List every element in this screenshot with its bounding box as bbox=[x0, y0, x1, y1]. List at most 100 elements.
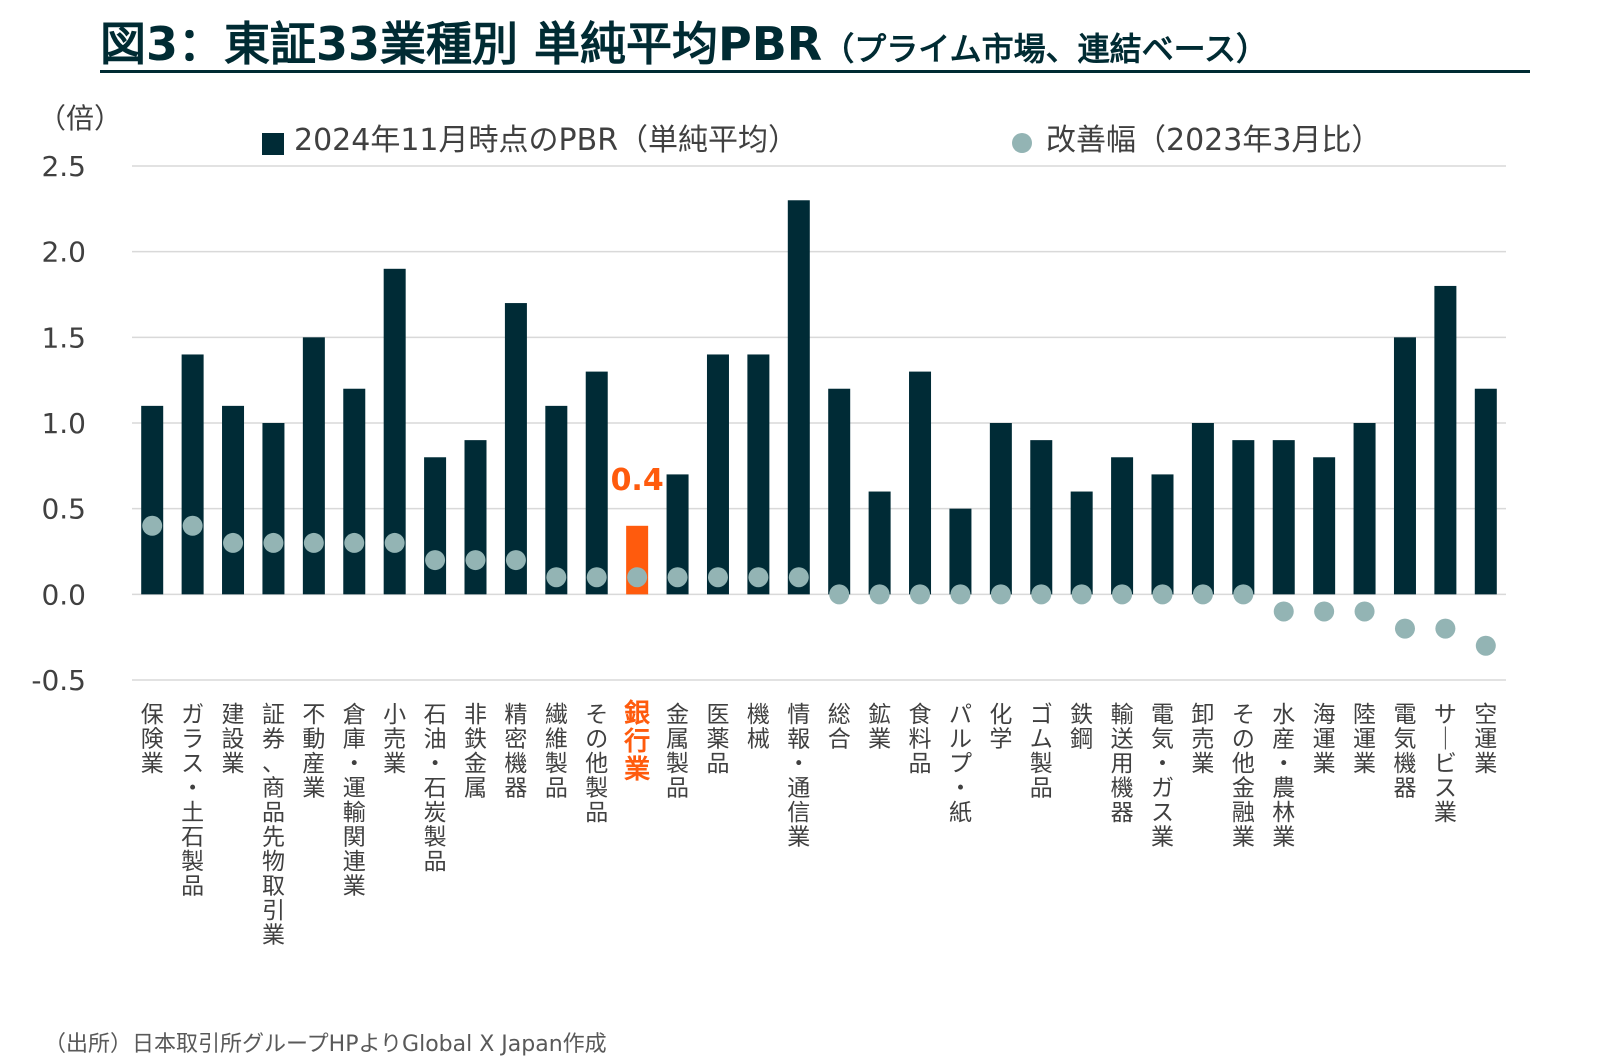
dot bbox=[1394, 618, 1415, 639]
bar bbox=[1353, 423, 1376, 595]
dot bbox=[546, 567, 567, 588]
category-label: 海運業 bbox=[1313, 702, 1336, 777]
category-label: ゴム製品 bbox=[1030, 702, 1053, 802]
category-label: 卸売業 bbox=[1191, 702, 1214, 777]
category-label: 小売業 bbox=[383, 702, 406, 777]
dot bbox=[223, 532, 244, 553]
dot bbox=[829, 584, 850, 605]
annotations: 0.4 bbox=[611, 463, 664, 498]
category-label: 鉄鋼 bbox=[1070, 702, 1093, 753]
dot bbox=[1314, 601, 1335, 622]
dot bbox=[1031, 584, 1052, 605]
category-label: 建設業 bbox=[222, 702, 245, 777]
bar bbox=[706, 354, 729, 595]
bar bbox=[1393, 337, 1416, 595]
y-tick-label: 2.5 bbox=[41, 150, 86, 183]
category-label: 総合 bbox=[828, 702, 851, 753]
bar bbox=[747, 354, 770, 595]
bar bbox=[1030, 440, 1053, 595]
dot bbox=[1354, 601, 1375, 622]
bar bbox=[585, 371, 608, 595]
category-label: ガラス・土石製品 bbox=[181, 702, 204, 900]
category-label: 保険業 bbox=[141, 702, 164, 777]
bar bbox=[545, 405, 568, 595]
dot bbox=[465, 550, 486, 571]
category-label: サ｜ビス業 bbox=[1434, 702, 1457, 826]
dot bbox=[1152, 584, 1173, 605]
bar bbox=[1474, 388, 1497, 595]
bar bbox=[1272, 440, 1295, 595]
legend-dot-swatch bbox=[1012, 133, 1032, 153]
legend-dot-label: 改善幅（2023年3月比） bbox=[1046, 123, 1381, 158]
category-labels: 保険業ガラス・土石製品建設業証券、商品先物取引業不動産業倉庫・運輸関連業小売業石… bbox=[141, 699, 1498, 949]
category-label: 陸運業 bbox=[1353, 702, 1376, 777]
dot bbox=[142, 515, 163, 536]
dot bbox=[1475, 635, 1496, 656]
dot bbox=[1112, 584, 1133, 605]
chart-title-main: 図3：東証33業種別 単純平均PBR bbox=[100, 17, 823, 71]
dot bbox=[425, 550, 446, 571]
bar bbox=[1434, 285, 1457, 595]
legend-bar-label: 2024年11月時点のPBR（単純平均） bbox=[294, 123, 798, 158]
bar bbox=[949, 508, 972, 595]
category-label: その他製品 bbox=[585, 702, 608, 826]
category-label: 医薬品 bbox=[706, 702, 729, 777]
y-tick-label: -0.5 bbox=[31, 664, 86, 697]
grid-lines bbox=[132, 165, 1506, 681]
dot bbox=[182, 515, 203, 536]
bar bbox=[666, 474, 689, 595]
bar bbox=[141, 405, 164, 595]
category-label: 情報・通信業 bbox=[787, 702, 810, 851]
y-tick-label: 0.5 bbox=[41, 493, 86, 526]
bar bbox=[828, 388, 851, 595]
category-label: パルプ・紙 bbox=[949, 702, 972, 826]
dot-series bbox=[142, 515, 1496, 656]
category-label: 電気機器 bbox=[1393, 702, 1416, 802]
chart-title-sub: （プライム市場、連結ベース） bbox=[822, 30, 1268, 68]
source-note: （出所）日本取引所グループHPよりGlobal X Japan作成 bbox=[44, 1032, 607, 1057]
bar bbox=[181, 354, 204, 595]
dot bbox=[263, 532, 284, 553]
bar bbox=[787, 200, 810, 595]
bar bbox=[424, 457, 447, 595]
dot bbox=[627, 567, 648, 588]
dot bbox=[1071, 584, 1092, 605]
category-label: 非鉄金属 bbox=[464, 702, 487, 802]
dot bbox=[344, 532, 365, 553]
dot bbox=[667, 567, 688, 588]
dot bbox=[990, 584, 1011, 605]
bar bbox=[464, 440, 487, 595]
bar bbox=[989, 423, 1012, 595]
y-axis-ticks: 2.5 2.0 1.5 1.0 0.5 0.0 -0.5 bbox=[31, 150, 86, 697]
category-label: 倉庫・運輸関連業 bbox=[343, 702, 366, 900]
legend-bar-swatch bbox=[262, 133, 284, 155]
bar bbox=[1151, 474, 1174, 595]
category-label: 銀行業 bbox=[623, 699, 650, 785]
bar bbox=[1111, 457, 1134, 595]
legend: 2024年11月時点のPBR（単純平均） 改善幅（2023年3月比） bbox=[262, 123, 1381, 158]
category-label: 水産・農林業 bbox=[1272, 702, 1295, 851]
category-label: その他金融業 bbox=[1232, 702, 1255, 851]
y-tick-label: 2.0 bbox=[41, 236, 86, 269]
dot bbox=[384, 532, 405, 553]
highlight-annotation: 0.4 bbox=[611, 463, 664, 498]
category-label: 輸送用機器 bbox=[1111, 702, 1134, 826]
title-underline bbox=[100, 70, 1530, 73]
bar bbox=[343, 388, 366, 595]
category-label: 空運業 bbox=[1474, 702, 1497, 777]
dot bbox=[869, 584, 890, 605]
bar-series bbox=[141, 200, 1497, 595]
bar bbox=[504, 303, 527, 595]
dot bbox=[748, 567, 769, 588]
category-label: 鉱業 bbox=[868, 702, 891, 753]
dot bbox=[1233, 584, 1254, 605]
category-label: 化学 bbox=[989, 702, 1012, 753]
category-label: 精密機器 bbox=[504, 702, 527, 802]
category-label: 金属製品 bbox=[666, 702, 689, 802]
category-label: 電気・ガス業 bbox=[1151, 702, 1174, 851]
bar bbox=[383, 268, 406, 595]
dot bbox=[707, 567, 728, 588]
category-label: 証券、商品先物取引業 bbox=[262, 702, 285, 949]
chart-title: 図3：東証33業種別 単純平均PBR（プライム市場、連結ベース） bbox=[100, 14, 1530, 74]
y-tick-label: 0.0 bbox=[41, 578, 86, 611]
